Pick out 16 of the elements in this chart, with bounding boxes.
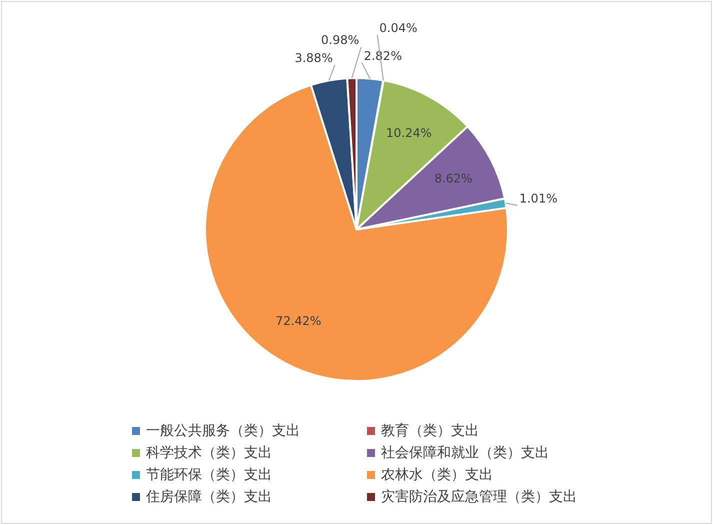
data-label: 0.98% <box>321 33 360 48</box>
legend-label: 教育（类）支出 <box>381 422 479 440</box>
data-label: 10.24% <box>386 126 432 140</box>
data-label: 0.04% <box>379 20 418 35</box>
legend-label: 节能环保（类）支出 <box>146 466 272 484</box>
data-label: 2.82% <box>364 48 402 63</box>
data-label: 1.01% <box>519 192 558 206</box>
legend-label: 科学技术（类）支出 <box>146 444 272 462</box>
data-label: 8.62% <box>434 172 472 186</box>
legend-label: 灾害防治及应急管理（类）支出 <box>381 488 577 506</box>
legend-label: 农林水（类）支出 <box>381 466 493 484</box>
data-label: 3.88% <box>294 51 333 66</box>
data-label: 72.42% <box>276 314 322 328</box>
legend-label: 住房保障（类）支出 <box>146 488 272 506</box>
legend-label: 社会保障和就业（类）支出 <box>381 444 549 462</box>
legend-label: 一般公共服务（类）支出 <box>146 422 300 440</box>
